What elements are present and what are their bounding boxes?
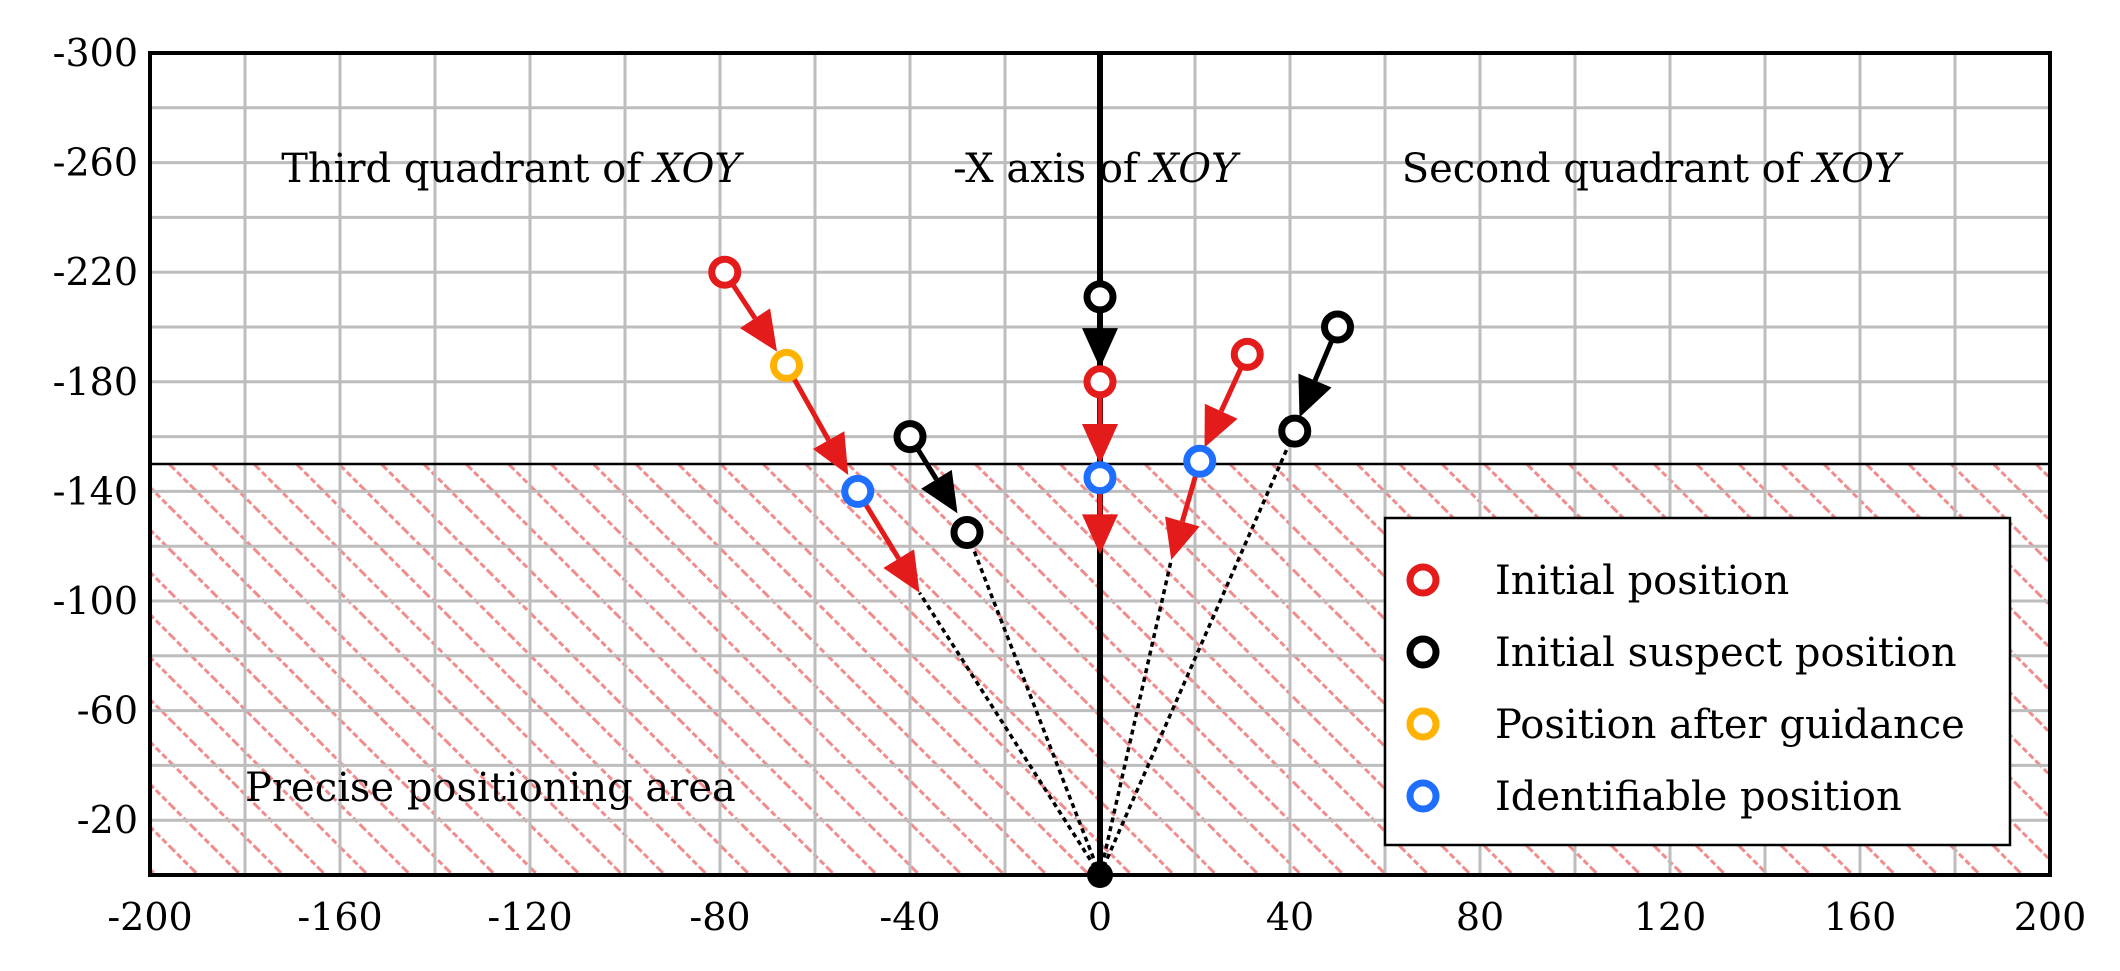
red-point xyxy=(1230,337,1264,371)
x-tick-label: 160 xyxy=(1824,895,1897,939)
second-quadrant-label: Second quadrant of XOY xyxy=(1402,146,1904,192)
x-tick-label: -40 xyxy=(879,895,940,939)
dotted-line xyxy=(965,531,1102,876)
y-tick-labels: -300 -260 -220 -180 -140 -100 -60 -20 xyxy=(53,31,138,842)
x-tick-label: -160 xyxy=(297,895,382,939)
black-point xyxy=(1083,280,1117,314)
legend-label: Initial position xyxy=(1495,558,1789,604)
origin-point xyxy=(1087,862,1113,888)
legend-label: Identifiable position xyxy=(1495,774,1902,820)
precise-positioning-area-label: Precise positioning area xyxy=(245,765,736,811)
red-point xyxy=(1083,365,1117,399)
legend-marker xyxy=(1406,779,1440,813)
minus-x-axis-label-italic: XOY xyxy=(1147,146,1241,192)
minus-x-axis-label-text: -X axis of xyxy=(953,146,1150,192)
black-point xyxy=(893,420,927,454)
y-tick-label: -60 xyxy=(77,689,138,733)
blue-point xyxy=(841,474,875,508)
legend-marker xyxy=(1406,563,1440,597)
legend-label: Initial suspect position xyxy=(1495,630,1957,676)
black-point xyxy=(950,516,984,549)
x-tick-label: 0 xyxy=(1088,895,1112,939)
legend-box xyxy=(1383,516,2012,847)
x-tick-label: -120 xyxy=(487,895,572,939)
y-tick-label: -260 xyxy=(53,141,138,185)
points xyxy=(708,255,1354,888)
blue-point xyxy=(1083,461,1117,495)
arrows xyxy=(722,270,1340,593)
x-tick-label: 40 xyxy=(1266,895,1314,939)
y-tick-label: -20 xyxy=(77,798,138,842)
y-tick-label: -180 xyxy=(53,360,138,404)
legend-marker xyxy=(1406,707,1440,741)
second-quadrant-label-italic: XOY xyxy=(1810,146,1904,192)
black-point xyxy=(1321,310,1354,344)
third-quadrant-label-text: Third quadrant of xyxy=(281,146,654,192)
minus-x-axis-label: -X axis of XOY xyxy=(953,146,1241,192)
red-point xyxy=(708,255,742,289)
y-tick-label: -300 xyxy=(53,31,138,75)
orange-point xyxy=(770,348,803,382)
black-point xyxy=(1278,414,1312,448)
x-tick-label: -200 xyxy=(107,895,192,939)
x-tick-labels: -200 -160 -120 -80 -40 0 40 80 120 160 200 xyxy=(107,895,2086,939)
x-tick-label: 80 xyxy=(1456,895,1504,939)
x-tick-label: 200 xyxy=(2014,895,2087,939)
dotted-line xyxy=(918,591,1102,876)
x-tick-label: -80 xyxy=(689,895,750,939)
third-quadrant-label-italic: XOY xyxy=(651,146,745,192)
x-tick-label: 120 xyxy=(1634,895,1707,939)
legend-marker xyxy=(1406,635,1440,669)
blue-point xyxy=(1183,444,1217,478)
dotted-lines xyxy=(918,430,1297,876)
y-tick-label: -220 xyxy=(53,250,138,294)
third-quadrant-label: Third quadrant of XOY xyxy=(281,146,744,192)
legend-label: Position after guidance xyxy=(1495,702,1965,748)
y-tick-label: -140 xyxy=(53,469,138,513)
y-tick-label: -100 xyxy=(53,579,138,623)
second-quadrant-label-text: Second quadrant of xyxy=(1402,146,1814,192)
legend: Initial position Initial suspect position… xyxy=(1383,516,2012,847)
